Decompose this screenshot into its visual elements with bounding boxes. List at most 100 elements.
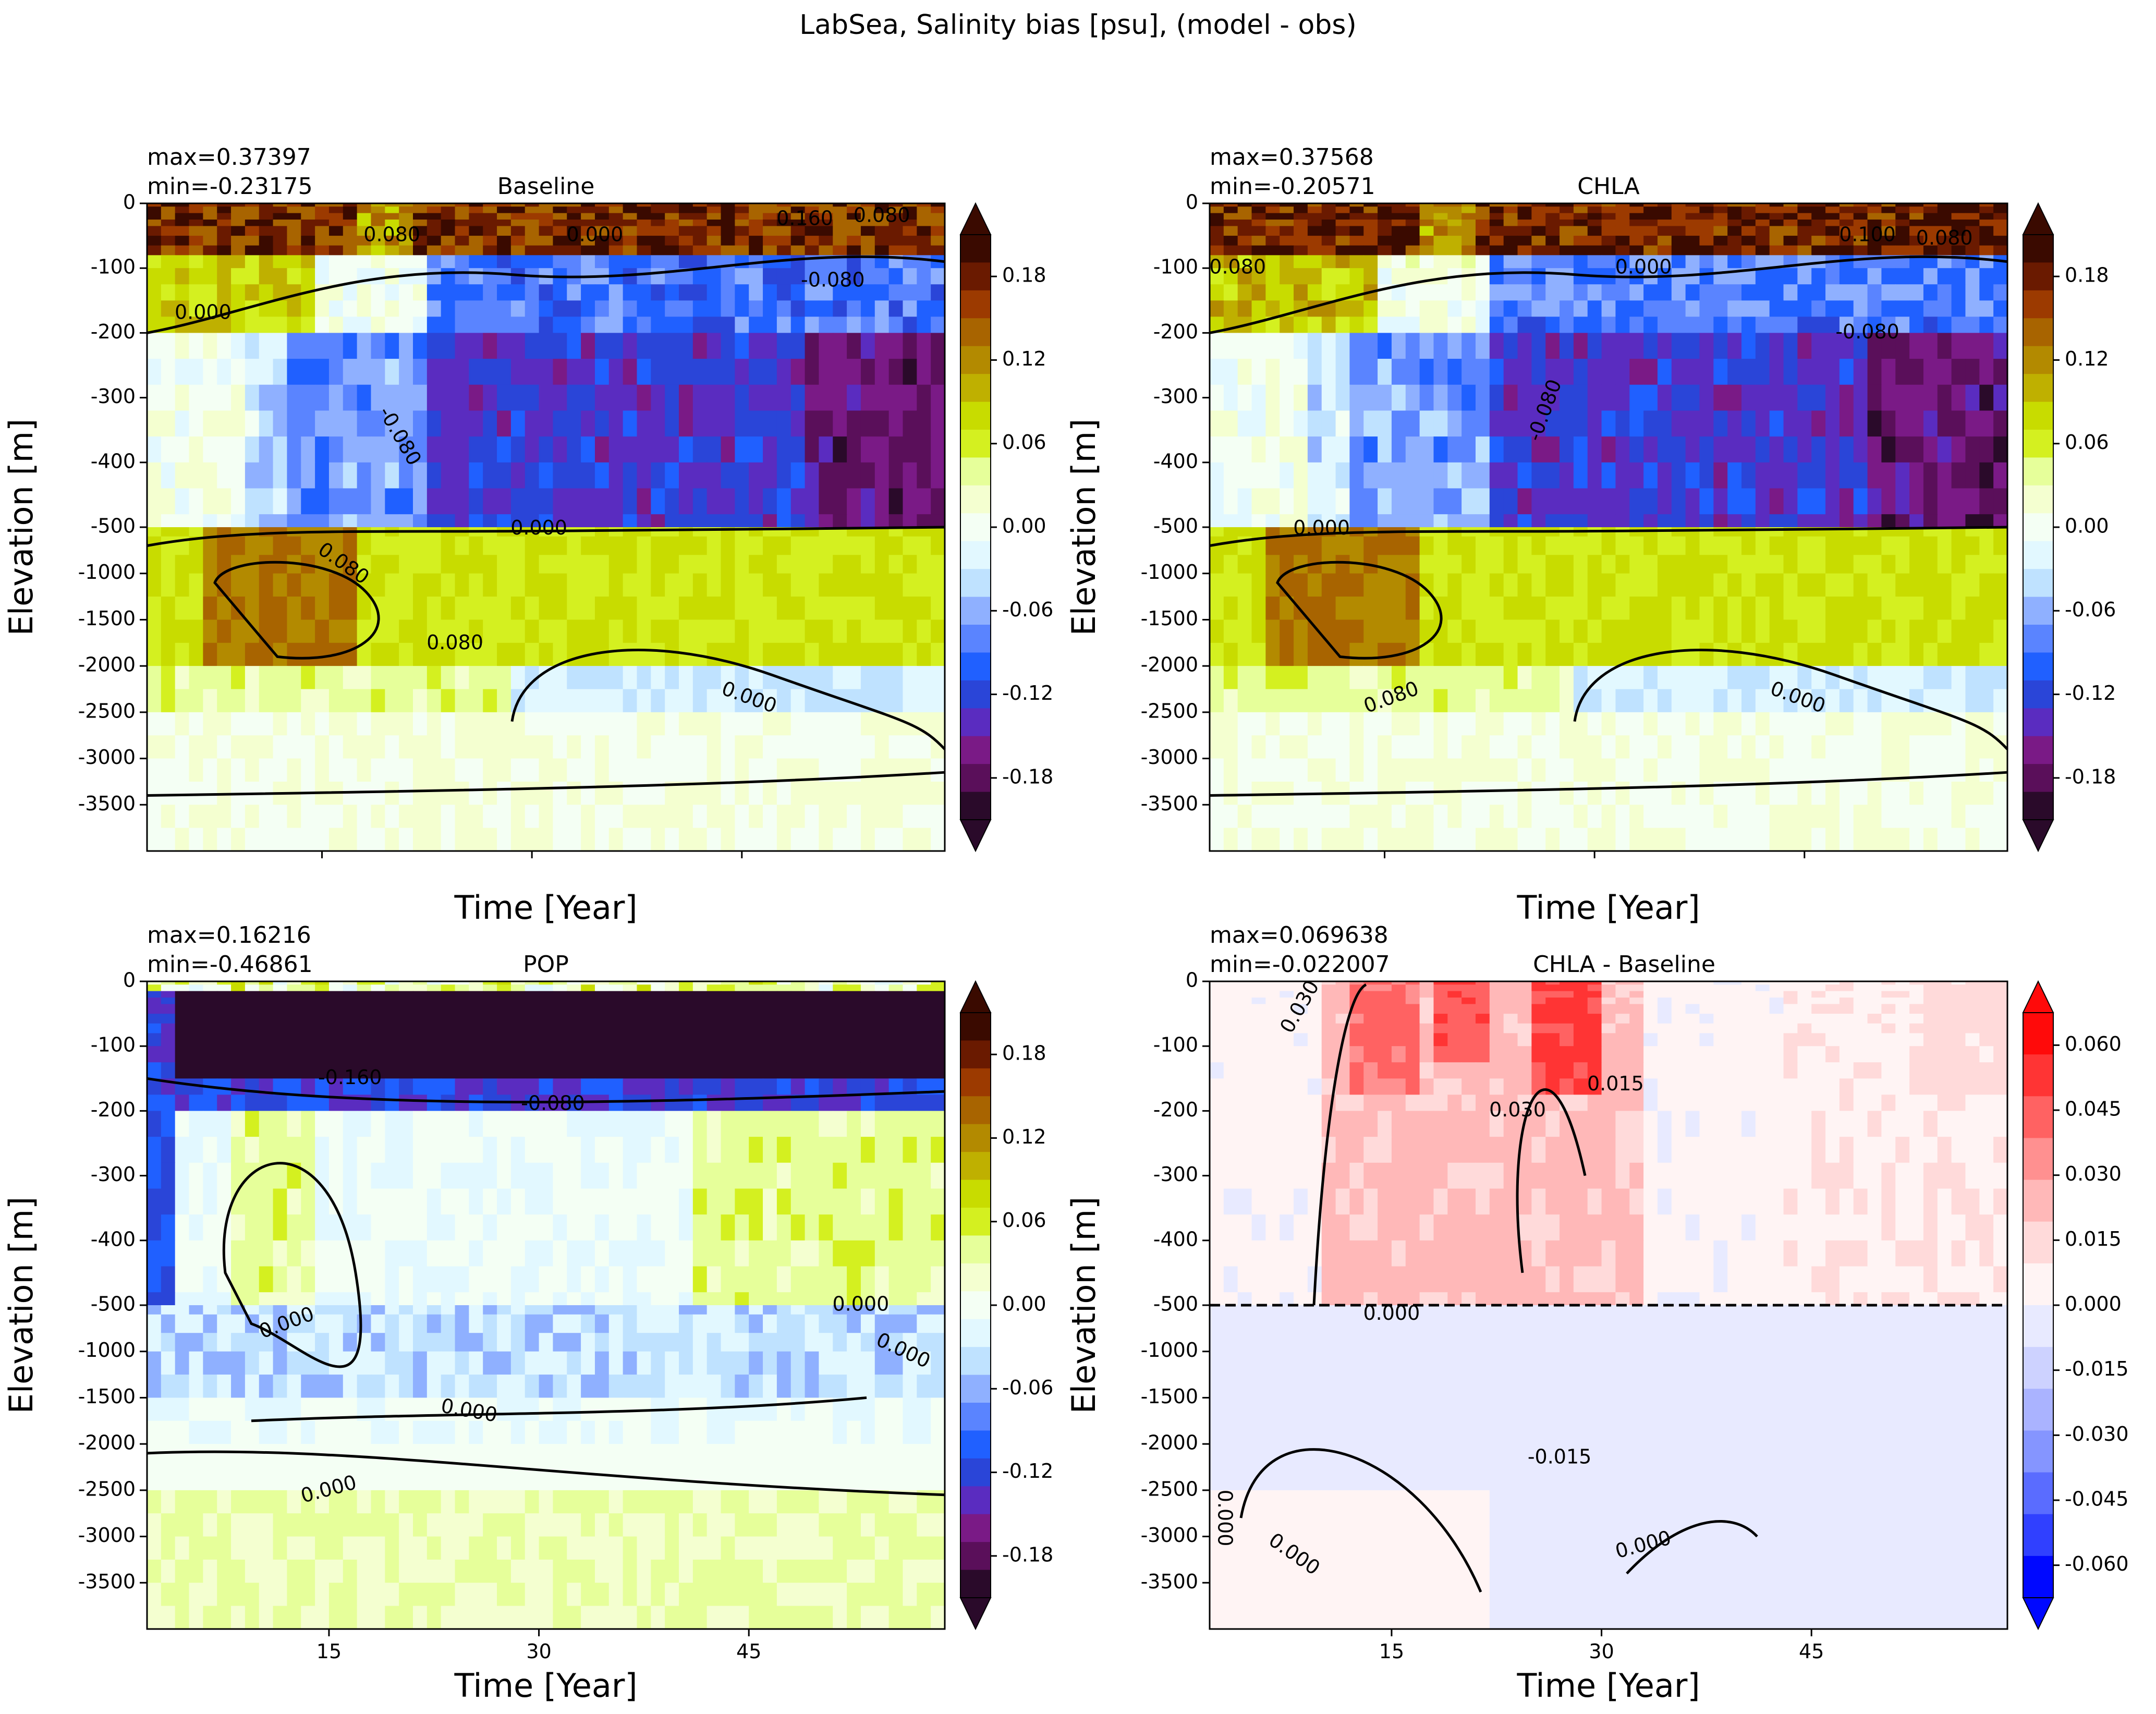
heatmap-cell: [1909, 220, 1924, 226]
heatmap-cell: [441, 1163, 456, 1189]
heatmap-cell: [1238, 514, 1252, 528]
heatmap-cell: [1476, 689, 1490, 713]
heatmap-cell: [1881, 555, 1896, 574]
heatmap-cell: [1868, 689, 1882, 713]
heatmap-cell: [1686, 527, 1700, 537]
heatmap-cell: [1686, 359, 1700, 385]
heatmap-cell: [203, 805, 217, 828]
heatmap-cell: [609, 805, 624, 828]
heatmap-cell: [679, 220, 693, 226]
heatmap-cell: [1909, 317, 1924, 333]
heatmap-cell: [469, 514, 483, 528]
heatmap-cell: [161, 410, 176, 436]
heatmap-cell: [581, 1046, 595, 1063]
heatmap-cell: [147, 436, 162, 463]
heatmap-cell: [889, 463, 904, 489]
heatmap-cell: [1392, 805, 1406, 828]
heatmap-cell: [273, 759, 288, 782]
heatmap-cell: [1615, 735, 1630, 759]
heatmap-cell: [1699, 206, 1714, 213]
heatmap-cell: [1727, 246, 1742, 256]
heatmap-cell: [931, 998, 945, 1004]
heatmap-cell: [259, 359, 274, 385]
heatmap-cell: [511, 759, 526, 782]
heatmap-cell: [189, 805, 204, 828]
heatmap-cell: [567, 300, 581, 317]
heatmap-cell: [637, 735, 651, 759]
heatmap-cell: [1574, 436, 1588, 463]
heatmap-cell: [1252, 463, 1266, 489]
heatmap-cell: [315, 574, 330, 597]
heatmap-cell: [1713, 488, 1728, 514]
heatmap-cell: [707, 514, 722, 528]
heatmap-cell: [1588, 597, 1602, 620]
heatmap-cell: [1699, 828, 1714, 852]
heatmap-cell: [1280, 463, 1294, 489]
heatmap-cell: [1336, 597, 1350, 620]
heatmap-cell: [1336, 300, 1350, 317]
heatmap-cell: [175, 488, 190, 514]
heatmap-cell: [1406, 220, 1420, 226]
heatmap-cell: [553, 735, 567, 759]
heatmap-cell: [1756, 385, 1770, 411]
heatmap-cell: [1825, 712, 1840, 736]
heatmap-cell: [903, 1111, 917, 1137]
heatmap-cell: [189, 436, 204, 463]
heatmap-cell: [1923, 759, 1938, 782]
heatmap-cell: [763, 213, 777, 220]
heatmap-cell: [231, 206, 246, 213]
heatmap-cell: [749, 643, 763, 666]
heatmap-cell: [1854, 359, 1868, 385]
heatmap-cell: [805, 597, 820, 620]
heatmap-cell: [1840, 463, 1854, 489]
heatmap-cell: [1504, 735, 1518, 759]
heatmap-cell: [693, 284, 708, 301]
heatmap-cell: [609, 998, 624, 1004]
heatmap-cell: [1938, 619, 1952, 643]
heatmap-cell: [903, 1062, 917, 1079]
colorbar-tick-label: 0.06: [2065, 431, 2109, 454]
heatmap-cell: [1756, 284, 1770, 301]
heatmap-cell: [693, 1046, 708, 1063]
heatmap-cell: [245, 828, 260, 852]
panel-3: -0.160-0.0800.0000.0000.0000.0000.0000-1…: [2, 922, 1053, 1705]
heatmap-cell: [161, 213, 176, 220]
heatmap-cell: [707, 246, 722, 256]
heatmap-cell: [147, 1062, 162, 1079]
heatmap-cell: [259, 619, 274, 643]
heatmap-cell: [245, 268, 260, 285]
heatmap-cell: [1811, 268, 1826, 285]
heatmap-cell: [1699, 597, 1714, 620]
heatmap-cell: [469, 246, 483, 256]
heatmap-cell: [861, 1033, 875, 1047]
heatmap-cell: [315, 643, 330, 666]
heatmap-cell: [1280, 735, 1294, 759]
panel-2: 0.080 0.000-0.080-0.0800.100 0.0800.0000.0…: [1065, 144, 2116, 927]
heatmap-cell: [175, 1078, 190, 1095]
heatmap-cell: [1378, 712, 1392, 736]
contour-label: -0.080: [1835, 320, 1899, 343]
heatmap-cell: [1294, 385, 1308, 411]
heatmap-cell: [357, 385, 372, 411]
heatmap-cell: [735, 759, 749, 782]
heatmap-cell: [1643, 805, 1658, 828]
heatmap-cell: [301, 991, 315, 998]
heatmap-cell: [1322, 268, 1336, 285]
heatmap-cell: [553, 555, 567, 574]
heatmap-cell: [511, 255, 526, 269]
heatmap-cell: [301, 712, 315, 736]
heatmap-cell: [161, 236, 176, 246]
heatmap-cell: [1210, 805, 1224, 828]
heatmap-cell: [469, 1004, 483, 1014]
heatmap-cell: [1965, 689, 1980, 713]
heatmap-cell: [693, 410, 708, 436]
heatmap-cell: [707, 991, 722, 998]
heatmap-cell: [469, 984, 483, 991]
heatmap-cell: [203, 255, 217, 269]
heatmap-cell: [1574, 300, 1588, 317]
heatmap-cell: [455, 537, 470, 555]
heatmap-cell: [595, 488, 610, 514]
heatmap-cell: [889, 1137, 904, 1163]
heatmap-cell: [637, 998, 651, 1004]
heatmap-cell: [623, 991, 638, 998]
